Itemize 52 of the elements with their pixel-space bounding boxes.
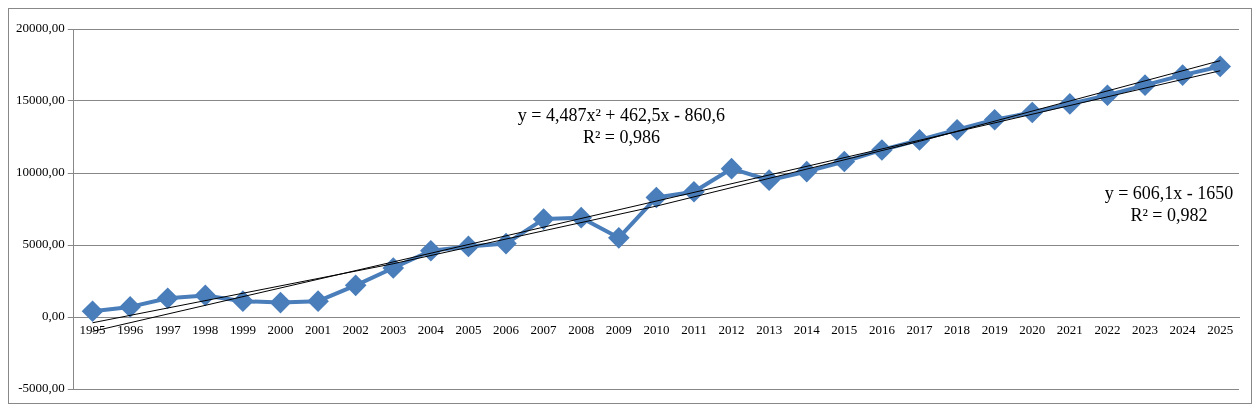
x-tick-label: 2022: [1094, 322, 1121, 338]
y-tick-label: 5000,00: [22, 236, 65, 252]
x-tick-label: 2019: [981, 322, 1008, 338]
x-tick-label: 2015: [831, 322, 858, 338]
x-tick-label: 2008: [568, 322, 595, 338]
x-tick-label: 2024: [1169, 322, 1197, 338]
x-tick-label: 1996: [117, 322, 144, 338]
x-tick-label: 2011: [681, 322, 707, 338]
point: [608, 227, 629, 248]
x-tick-label: 2017: [906, 322, 933, 338]
y-tick-label: 0,00: [42, 308, 65, 324]
point: [308, 291, 329, 312]
x-tick-label: 2001: [305, 322, 332, 338]
x-tick-label: 2021: [1056, 322, 1083, 338]
x-tick-label: 2012: [718, 322, 745, 338]
point: [533, 209, 554, 230]
x-tick-label: 2004: [417, 322, 445, 338]
point: [157, 288, 178, 309]
annotation: y = 606,1x - 1650 R² = 0,982: [1104, 182, 1234, 225]
x-tick-label: 1998: [192, 322, 219, 338]
x-tick-label: 2014: [793, 322, 821, 338]
x-tick-label: 2003: [380, 322, 407, 338]
x-tick-label: 2010: [643, 322, 670, 338]
x-tick-label: 2007: [530, 322, 558, 338]
point: [721, 158, 742, 179]
x-tick-label: 1995: [79, 322, 106, 338]
point: [232, 291, 253, 312]
point: [120, 296, 141, 317]
point: [270, 292, 291, 313]
point: [1210, 56, 1231, 77]
point: [82, 301, 103, 322]
x-tick-label: 2009: [605, 322, 632, 338]
annotation: y = 4,487x² + 462,5x - 860,6 R² = 0,986: [517, 105, 726, 148]
x-tick-label: 2006: [493, 322, 520, 338]
point: [345, 275, 366, 296]
x-tick-label: 2000: [267, 322, 294, 338]
x-tick-label: 2002: [342, 322, 369, 338]
x-tick-label: 1997: [154, 322, 182, 338]
y-tick-label: -5000,00: [18, 380, 65, 396]
point: [195, 285, 216, 306]
x-tick-label: 2013: [756, 322, 783, 338]
x-tick-label: 2023: [1132, 322, 1159, 338]
x-tick-label: 1999: [229, 322, 256, 338]
x-tick-label: 2025: [1207, 322, 1234, 338]
x-tick-label: 2005: [455, 322, 482, 338]
y-tick-label: 15000,00: [16, 92, 65, 108]
x-tick-label: 2020: [1019, 322, 1046, 338]
y-tick-label: 20000,00: [16, 20, 65, 36]
point: [496, 233, 517, 254]
y-tick-label: 10000,00: [16, 164, 65, 180]
x-tick-label: 2016: [868, 322, 896, 338]
x-tick-label: 2018: [944, 322, 971, 338]
